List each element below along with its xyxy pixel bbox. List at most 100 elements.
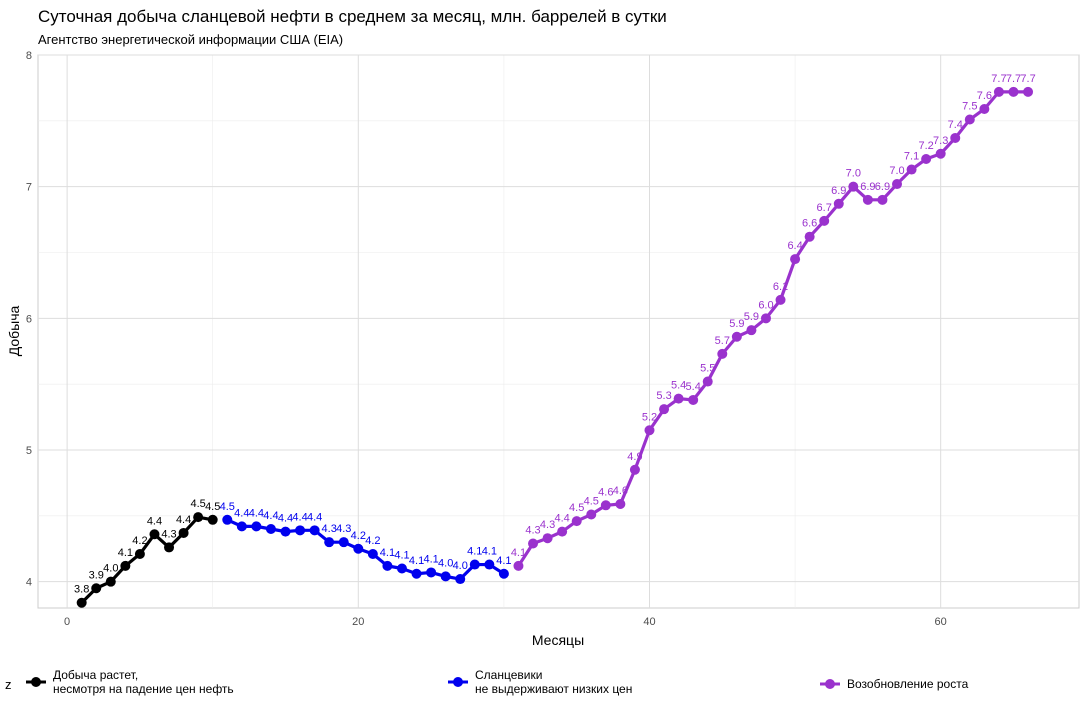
legend-item-recovery: Возобновление роста [819, 676, 968, 692]
data-point [586, 509, 597, 520]
y-tick-label: 8 [26, 50, 32, 62]
data-point [964, 114, 975, 125]
data-label: 4.3 [161, 528, 176, 540]
data-label: 4.4 [278, 513, 293, 525]
axis-ticks: 0 20 40 60 4 5 6 7 8 [26, 50, 947, 628]
data-label: 6.9 [875, 181, 890, 193]
x-tick-label: 40 [643, 616, 655, 628]
data-label: 7.7 [1020, 73, 1035, 85]
data-point [775, 294, 786, 305]
data-label: 4.0 [453, 560, 468, 572]
legend-key-growth [26, 677, 46, 687]
plot-panel [37, 54, 1080, 609]
data-label: 4.2 [365, 535, 380, 547]
legend-key-recovery [820, 679, 840, 689]
data-point [600, 500, 611, 511]
data-point [411, 568, 422, 579]
data-label: 5.9 [744, 311, 759, 323]
data-label: 6.9 [860, 181, 875, 193]
data-point [309, 525, 320, 536]
x-tick-label: 60 [935, 616, 947, 628]
data-point [790, 254, 801, 265]
data-label: 4.3 [525, 524, 540, 536]
data-point [717, 348, 728, 359]
legend-key-point [31, 677, 41, 687]
data-point [193, 512, 204, 523]
legend-label-decline: Сланцевики не выдерживают низких цен [475, 668, 633, 696]
legend-label-recovery: Возобновление роста [847, 677, 969, 691]
data-point [367, 549, 378, 560]
data-point [804, 231, 815, 242]
data-point [935, 148, 946, 159]
data-label: 3.8 [74, 584, 89, 596]
data-point [877, 194, 888, 205]
data-label: 7.0 [846, 168, 861, 180]
data-point [906, 164, 917, 175]
data-point [615, 498, 626, 509]
data-point [746, 325, 757, 336]
data-label: 6.4 [787, 240, 802, 252]
data-point [542, 533, 553, 544]
data-label: 4.1 [467, 546, 482, 558]
data-point [892, 179, 903, 190]
data-point [950, 132, 961, 143]
data-label: 7.4 [948, 119, 963, 131]
data-point [557, 526, 568, 537]
legend: z Добыча растет, несмотря на падение цен… [0, 668, 1086, 708]
data-label: 6.6 [802, 218, 817, 230]
data-label: 4.5 [569, 502, 584, 514]
data-point [353, 543, 364, 554]
data-label: 4.4 [249, 507, 264, 519]
data-label: 4.2 [351, 530, 366, 542]
data-point [513, 560, 524, 571]
series-line [80, 515, 213, 604]
x-tick-label: 20 [352, 616, 364, 628]
data-point [629, 464, 640, 475]
data-label: 4.5 [205, 501, 220, 513]
data-point [324, 537, 335, 548]
data-label: 7.0 [889, 165, 904, 177]
data-labels: 3.83.94.04.14.24.44.34.44.5 4.5 4.54.4 4.4 4… [74, 73, 1036, 596]
legend-label-growth: Добыча растет, несмотря на падение цен н… [53, 668, 234, 696]
data-point [528, 538, 539, 549]
data-label: 5.4 [671, 380, 686, 392]
data-label: 4.4 [554, 513, 569, 525]
data-label: 5.3 [656, 390, 671, 402]
data-point [251, 521, 262, 532]
y-tick-label: 5 [26, 445, 32, 457]
data-point [164, 542, 175, 553]
data-point [295, 525, 306, 536]
data-point [702, 376, 713, 387]
data-point [644, 425, 655, 436]
data-label: 4.5 [191, 498, 206, 510]
data-point [1008, 86, 1019, 97]
data-point [819, 215, 830, 226]
data-point [207, 514, 218, 525]
data-label: 4.4 [234, 507, 249, 519]
data-point [178, 527, 189, 538]
data-point [862, 194, 873, 205]
data-label: 3.9 [89, 569, 104, 581]
data-point [469, 559, 480, 570]
data-point [1023, 86, 1034, 97]
data-point [455, 574, 466, 585]
data-label: 4.3 [336, 523, 351, 535]
data-label: 4.1 [496, 555, 511, 567]
data-point [833, 198, 844, 209]
data-point [426, 567, 437, 578]
data-label: 6.7 [817, 202, 832, 214]
legend-key-decline [448, 677, 468, 687]
data-point [222, 514, 233, 525]
legend-item-decline: Сланцевики не выдерживают низких цен [447, 668, 632, 696]
data-label: 4.1 [380, 547, 395, 559]
data-label: 4.6 [598, 486, 613, 498]
data-point [91, 583, 102, 594]
data-label: 7.3 [933, 135, 948, 147]
series-layer [76, 86, 1034, 608]
data-point [659, 404, 670, 415]
data-point [105, 576, 116, 587]
data-point [571, 516, 582, 527]
data-point [979, 103, 990, 114]
chart-title: Суточная добыча сланцевой нефти в средне… [38, 7, 667, 26]
legend-key-point [453, 677, 463, 687]
